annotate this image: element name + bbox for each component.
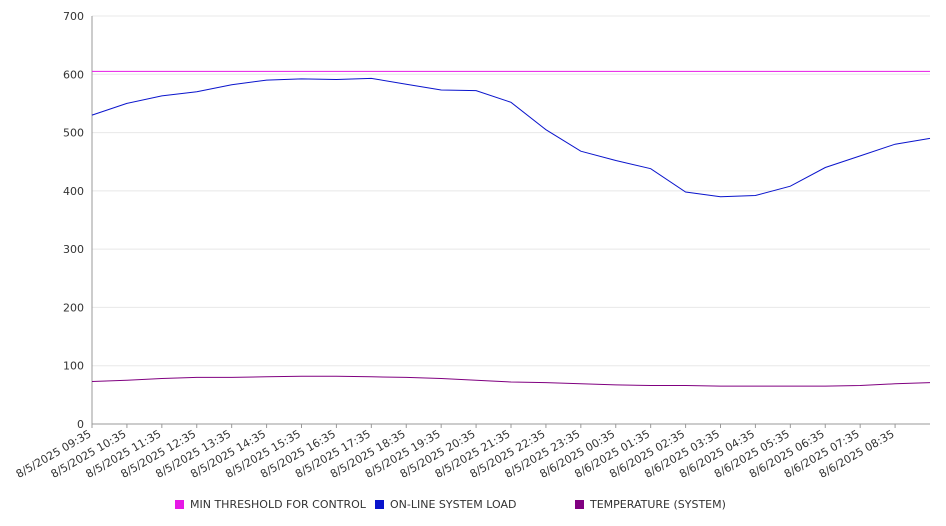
grid-lines: [92, 15, 930, 425]
axes: [91, 16, 930, 425]
y-tick-label: 0: [77, 418, 84, 431]
y-tick-label: 700: [63, 10, 84, 23]
y-tick-label: 500: [63, 127, 84, 140]
y-tick-label: 400: [63, 185, 84, 198]
legend-item-temperature: TEMPERATURE (SYSTEM): [575, 498, 726, 511]
x-axis-ticks: 8/5/2025 09:358/5/2025 10:358/5/2025 11:…: [14, 424, 897, 481]
legend-label: TEMPERATURE (SYSTEM): [590, 498, 726, 511]
legend-swatch: [575, 500, 584, 509]
legend-swatch: [175, 500, 184, 509]
y-tick-label: 600: [63, 68, 84, 81]
legend: MIN THRESHOLD FOR CONTROL ON-LINE SYSTEM…: [0, 498, 946, 518]
series-line-temperature-system: [91, 375, 931, 387]
series-line-on-line-system-load: [91, 77, 931, 198]
y-tick-label: 200: [63, 301, 84, 314]
series-lines: [91, 70, 931, 387]
y-axis-ticks: 0 100 200 300 400 500 600 700: [63, 10, 84, 431]
legend-swatch: [375, 500, 384, 509]
legend-label: ON-LINE SYSTEM LOAD: [390, 498, 517, 511]
legend-label: MIN THRESHOLD FOR CONTROL: [190, 498, 366, 511]
legend-item-load: ON-LINE SYSTEM LOAD: [375, 498, 516, 511]
y-tick-label: 100: [63, 360, 84, 373]
y-tick-label: 300: [63, 243, 84, 256]
legend-item-threshold: MIN THRESHOLD FOR CONTROL: [175, 498, 366, 511]
